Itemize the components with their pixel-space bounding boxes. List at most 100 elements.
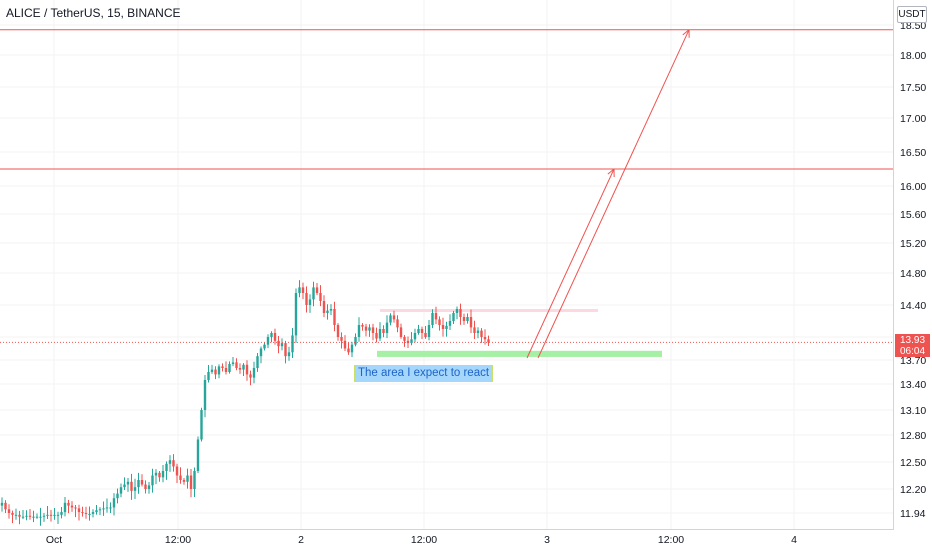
candle-body bbox=[109, 507, 111, 508]
time-tick-label: 4 bbox=[791, 534, 797, 546]
candle-body bbox=[417, 329, 419, 333]
candle-body bbox=[375, 333, 377, 339]
candle-body bbox=[1, 503, 3, 506]
price-tick-label: 16.50 bbox=[900, 147, 926, 159]
candle-body bbox=[46, 515, 48, 516]
candle-body bbox=[298, 287, 300, 293]
candle-body bbox=[183, 480, 185, 482]
annotation-label[interactable]: The area I expect to react bbox=[354, 365, 493, 382]
candle-body bbox=[200, 410, 202, 440]
candle-body bbox=[291, 335, 293, 352]
time-tick-label: Oct bbox=[46, 534, 62, 546]
candle-body bbox=[8, 509, 10, 513]
bar-countdown: 06:04 bbox=[895, 346, 930, 357]
candle-body bbox=[480, 331, 482, 337]
price-tick-label: 14.80 bbox=[900, 268, 926, 280]
price-tick-label: 16.00 bbox=[900, 181, 926, 193]
candle-body bbox=[64, 503, 66, 512]
candle-body bbox=[116, 494, 118, 499]
price-tick-label: 12.20 bbox=[900, 484, 926, 496]
time-tick-label: 12:00 bbox=[165, 534, 191, 546]
candle-body bbox=[277, 341, 279, 346]
candle-body bbox=[92, 512, 94, 514]
candle-body bbox=[368, 327, 370, 330]
currency-button[interactable]: USDT bbox=[897, 6, 927, 23]
candle-body bbox=[144, 485, 146, 490]
candle-body bbox=[78, 508, 80, 512]
candle-body bbox=[57, 515, 59, 516]
candle-body bbox=[22, 517, 24, 518]
price-tick-label: 15.20 bbox=[900, 238, 926, 250]
candle-body bbox=[435, 313, 437, 319]
candle-body bbox=[319, 293, 321, 301]
candle-body bbox=[256, 356, 258, 368]
candle-body bbox=[53, 515, 55, 516]
candle-body bbox=[127, 482, 129, 485]
candle-body bbox=[389, 315, 391, 322]
support-zone bbox=[377, 351, 662, 357]
candle-body bbox=[130, 482, 132, 491]
candle-body bbox=[452, 313, 454, 321]
candle-body bbox=[466, 317, 468, 321]
candle-body bbox=[365, 327, 367, 331]
candle-body bbox=[242, 365, 244, 370]
candle-body bbox=[67, 503, 69, 506]
candle-body bbox=[43, 516, 45, 517]
candle-body bbox=[473, 327, 475, 333]
candle-body bbox=[414, 333, 416, 339]
candle-body bbox=[85, 513, 87, 514]
candle-body bbox=[330, 309, 332, 311]
candle-body bbox=[326, 311, 328, 313]
candle-body bbox=[186, 476, 188, 482]
time-tick-label: 3 bbox=[544, 534, 550, 546]
candle-body bbox=[123, 485, 125, 488]
price-tick-label: 12.50 bbox=[900, 457, 926, 469]
candle-body bbox=[382, 329, 384, 333]
candle-body bbox=[249, 374, 251, 377]
candle-body bbox=[358, 325, 360, 337]
symbol-title[interactable]: ALICE / TetherUS, 15, BINANCE bbox=[6, 6, 181, 20]
time-tick-label: 12:00 bbox=[411, 534, 437, 546]
candle-body bbox=[424, 333, 426, 337]
price-tick-label: 14.40 bbox=[900, 300, 926, 312]
last-price-tag: 13.93 06:04 bbox=[895, 334, 930, 357]
candle-body bbox=[274, 333, 276, 341]
price-axis[interactable]: 18.5018.0017.5017.0016.5016.0015.6015.20… bbox=[900, 20, 926, 520]
candle-body bbox=[214, 370, 216, 375]
candle-body bbox=[347, 349, 349, 353]
candle-body bbox=[74, 507, 76, 508]
price-tick-label: 15.60 bbox=[900, 209, 926, 221]
projection-arrow-line bbox=[527, 169, 614, 358]
candle-body bbox=[169, 460, 171, 464]
candle-body bbox=[18, 515, 20, 517]
candle-body bbox=[267, 337, 269, 345]
candle-body bbox=[354, 337, 356, 345]
candle-body bbox=[172, 460, 174, 466]
time-tick-label: 12:00 bbox=[658, 534, 684, 546]
price-tick-label: 11.94 bbox=[900, 508, 926, 520]
candle-body bbox=[221, 366, 223, 368]
chart-grid bbox=[0, 0, 893, 529]
candle-body bbox=[155, 473, 157, 476]
candle-body bbox=[36, 517, 38, 518]
candle-body bbox=[309, 299, 311, 305]
candle-body bbox=[445, 326, 447, 329]
candle-body bbox=[305, 293, 307, 305]
candle-body bbox=[239, 368, 241, 370]
candle-body bbox=[25, 516, 27, 517]
candle-body bbox=[225, 368, 227, 372]
candle-body bbox=[396, 319, 398, 327]
horizontal-levels bbox=[0, 30, 893, 169]
candle-body bbox=[477, 331, 479, 333]
candle-body bbox=[60, 512, 62, 515]
price-tick-label: 12.80 bbox=[900, 430, 926, 442]
candle-body bbox=[71, 506, 73, 508]
candle-body bbox=[137, 480, 139, 487]
candle-body bbox=[4, 503, 6, 509]
candle-body bbox=[288, 352, 290, 356]
candle-body bbox=[263, 345, 265, 349]
candle-body bbox=[204, 380, 206, 410]
